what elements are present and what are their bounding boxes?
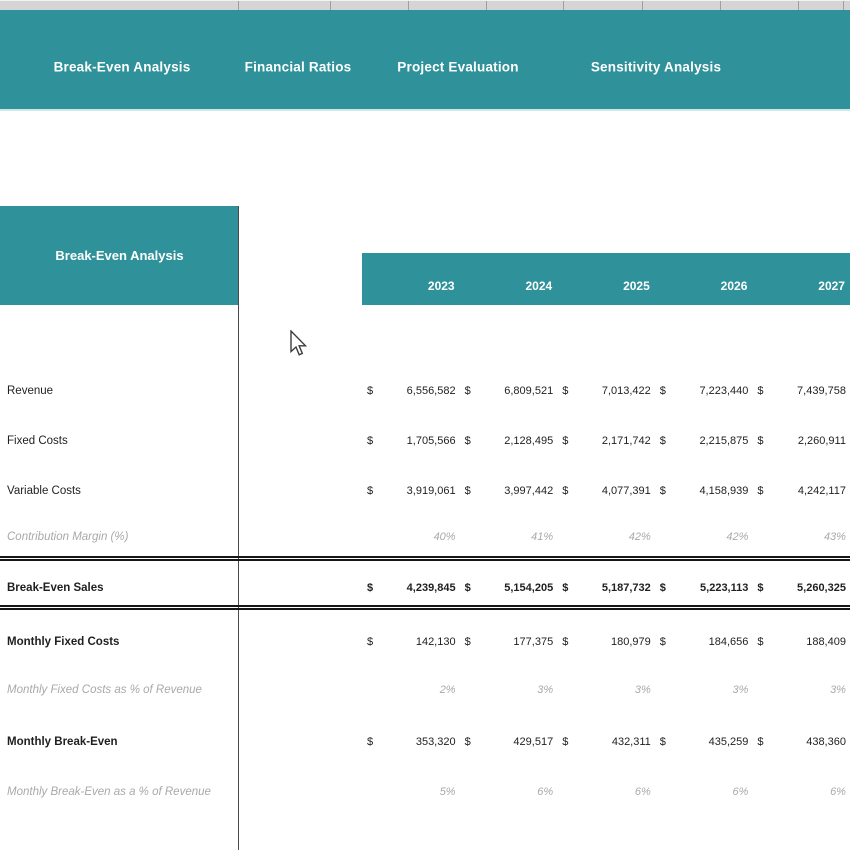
table-row-monthly-fixed-costs: Monthly Fixed Costs $142,130 $177,375 $1… — [0, 631, 850, 653]
table-row-monthly-break-even: Monthly Break-Even $353,320 $429,517 $43… — [0, 731, 850, 753]
table-row-monthly-fixed-costs-pct: Monthly Fixed Costs as % of Revenue 2% 3… — [0, 679, 850, 701]
tab-sensitivity-analysis[interactable]: Sensitivity Analysis — [590, 59, 722, 75]
table-cell: 6% — [634, 786, 651, 798]
row-label: Contribution Margin (%) — [7, 531, 129, 543]
table-cell: $180,979 — [562, 636, 651, 648]
column-divider-line — [238, 206, 239, 850]
table-cell: 40% — [433, 531, 456, 543]
table-cell: $184,656 — [659, 636, 749, 648]
table-cell: $4,242,117 — [757, 485, 846, 497]
table-cell: 6% — [830, 786, 846, 798]
table-cell: 6% — [537, 786, 554, 798]
table-cell: $432,311 — [562, 736, 651, 748]
mouse-cursor-icon — [289, 329, 308, 363]
table-cell: $7,223,440 — [659, 385, 749, 397]
tab-financial-ratios[interactable]: Financial Ratios — [244, 59, 352, 75]
table-cell: $5,187,732 — [562, 581, 651, 594]
table-cell: $4,239,845 — [367, 581, 456, 594]
table-cell: 2% — [439, 684, 456, 696]
table-cell: $2,260,911 — [757, 435, 846, 447]
table-row-variable-costs: Variable Costs $3,919,061 $3,997,442 $4,… — [0, 480, 850, 502]
gridline — [563, 1, 564, 11]
row-label: Break-Even Sales — [7, 581, 104, 594]
tab-project-evaluation[interactable]: Project Evaluation — [397, 59, 519, 75]
year-header-cell: 2027 — [818, 279, 845, 293]
gridline — [486, 1, 487, 11]
tab-break-even-analysis[interactable]: Break-Even Analysis — [53, 59, 191, 75]
table-row-fixed-costs: Fixed Costs $1,705,566 $2,128,495 $2,171… — [0, 430, 850, 452]
row-label: Monthly Break-Even as a % of Revenue — [7, 786, 211, 798]
table-cell: $5,223,113 — [659, 581, 749, 594]
table-cell: 3% — [634, 684, 651, 696]
table-cell: $353,320 — [367, 736, 456, 748]
table-cell: $3,997,442 — [464, 485, 554, 497]
table-row-revenue: Revenue $6,556,582 $6,809,521 $7,013,422… — [0, 380, 850, 402]
table-cell: 6% — [732, 786, 749, 798]
table-cell: $5,260,325 — [757, 581, 846, 594]
table-cell: $1,705,566 — [367, 435, 456, 447]
table-cell: 43% — [823, 531, 846, 543]
table-cell: $5,154,205 — [464, 581, 554, 594]
table-cell: $435,259 — [659, 736, 749, 748]
table-row-monthly-break-even-pct: Monthly Break-Even as a % of Revenue 5% … — [0, 781, 850, 803]
gridline — [642, 1, 643, 11]
table-cell: $438,360 — [757, 736, 846, 748]
gridline — [238, 1, 239, 11]
table-cell: $7,439,758 — [757, 385, 846, 397]
table-cell: $2,171,742 — [562, 435, 651, 447]
year-header-cell: 2023 — [427, 279, 455, 293]
nav-tabs-band: Break-Even Analysis Financial Ratios Pro… — [0, 10, 850, 111]
table-cell: $6,809,521 — [464, 385, 554, 397]
table-cell: $2,128,495 — [464, 435, 554, 447]
table-cell: $6,556,582 — [367, 385, 456, 397]
row-label: Monthly Fixed Costs as % of Revenue — [7, 684, 202, 696]
table-cell: 42% — [726, 531, 749, 543]
table-cell: 42% — [628, 531, 651, 543]
gridline — [408, 1, 409, 11]
year-header-cell: 2024 — [525, 279, 553, 293]
table-cell: $4,158,939 — [659, 485, 749, 497]
table-cell: $2,215,875 — [659, 435, 749, 447]
table-cell: $142,130 — [367, 636, 456, 648]
year-header-row: 2023 2024 2025 2026 2027 — [362, 253, 850, 305]
table-cell: 3% — [537, 684, 554, 696]
gridline — [843, 1, 844, 11]
table-cell: 3% — [732, 684, 749, 696]
row-label: Monthly Fixed Costs — [7, 636, 120, 648]
top-gridline-strip — [0, 0, 850, 11]
table-cell: 41% — [531, 531, 554, 543]
panel-title: Break-Even Analysis — [55, 248, 184, 263]
row-label: Revenue — [7, 385, 54, 397]
table-cell: $4,077,391 — [562, 485, 651, 497]
year-header-cell: 2025 — [623, 279, 650, 293]
gridline — [330, 1, 331, 11]
table-cell: $429,517 — [464, 736, 554, 748]
table-cell: 5% — [439, 786, 456, 798]
table-row-break-even-sales: Break-Even Sales $4,239,845 $5,154,205 $… — [0, 556, 850, 610]
table-cell: $177,375 — [464, 636, 554, 648]
row-label: Fixed Costs — [7, 435, 68, 447]
year-header-cell: 2026 — [720, 279, 748, 293]
table-cell: $7,013,422 — [562, 385, 651, 397]
panel-title-box: Break-Even Analysis — [0, 206, 239, 305]
gridline — [798, 1, 799, 11]
table-cell: 3% — [830, 684, 846, 696]
table-cell: $3,919,061 — [367, 485, 456, 497]
row-label: Variable Costs — [7, 485, 81, 497]
table-row-contribution-margin: Contribution Margin (%) 40% 41% 42% 42% … — [0, 526, 850, 548]
gridline — [720, 1, 721, 11]
table-cell: $188,409 — [757, 636, 846, 648]
row-label: Monthly Break-Even — [7, 736, 118, 748]
